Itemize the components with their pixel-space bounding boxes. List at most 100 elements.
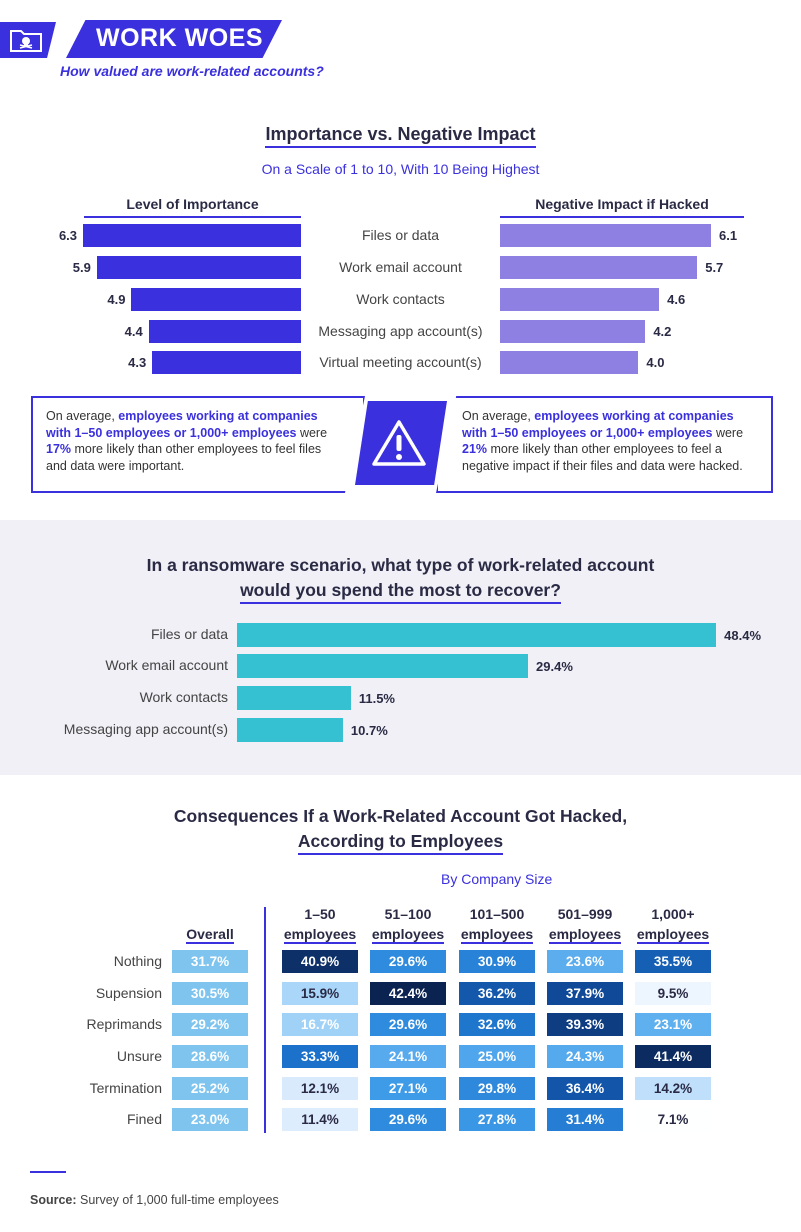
company-size-header-l2: employees xyxy=(364,926,452,944)
heatmap-cell: 36.2% xyxy=(459,982,535,1005)
overall-header: Overall xyxy=(186,926,234,944)
callout-right-frame xyxy=(436,396,773,493)
heatmap-cell: 37.9% xyxy=(547,982,623,1005)
ransom-category-label: Work contacts xyxy=(139,689,228,705)
footer-rule xyxy=(30,1171,66,1173)
impact-value: 4.2 xyxy=(653,324,672,339)
consequence-row-label: Termination xyxy=(89,1080,162,1096)
heatmap-cell: 29.6% xyxy=(370,1108,446,1131)
company-size-header-l2: employees xyxy=(541,926,629,944)
company-size-header-l2: employees xyxy=(453,926,541,944)
heatmap-cell: 33.3% xyxy=(282,1045,358,1068)
section1-subtitle: On a Scale of 1 to 10, With 10 Being Hig… xyxy=(261,161,540,177)
heatmap-cell: 39.3% xyxy=(547,1013,623,1036)
heatmap-cell: 9.5% xyxy=(635,982,711,1005)
impact-bar xyxy=(500,288,660,311)
consequence-row-label: Reprimands xyxy=(86,1016,162,1032)
heatmap-cell: 41.4% xyxy=(635,1045,711,1068)
company-size-header-l1: 1,000+ xyxy=(651,906,695,922)
importance-value: 6.3 xyxy=(58,228,78,243)
source-note: Source: Survey of 1,000 full-time employ… xyxy=(30,1193,279,1207)
heatmap-cell: 25.0% xyxy=(459,1045,535,1068)
heatmap-cell: 11.4% xyxy=(282,1108,358,1131)
importance-bar xyxy=(131,288,301,311)
company-size-header-l1: 501–999 xyxy=(557,906,613,922)
ransom-bar xyxy=(237,623,717,647)
callout-left-frame xyxy=(31,396,365,493)
section2-title: In a ransomware scenario, what type of w… xyxy=(0,553,801,604)
heatmap-cell: 42.4% xyxy=(370,982,446,1005)
ransomware-section-bg xyxy=(0,520,801,775)
page-title: WORK WOES xyxy=(96,24,263,52)
company-size-header-text: employees xyxy=(636,926,710,944)
impact-bar xyxy=(500,224,712,247)
heatmap-cell: 14.2% xyxy=(635,1077,711,1100)
impact-value: 6.1 xyxy=(719,228,738,243)
callout-right: On average, employees working at compani… xyxy=(462,409,744,473)
importance-value: 4.4 xyxy=(124,324,143,339)
ransom-value: 10.7% xyxy=(350,723,388,738)
ransom-value: 48.4% xyxy=(724,628,762,643)
folder-skull-icon xyxy=(10,30,42,52)
ransom-bar xyxy=(237,718,343,742)
company-size-header-l2: employees xyxy=(276,926,364,944)
heatmap-cell: 30.9% xyxy=(459,950,535,973)
importance-bar xyxy=(152,351,301,374)
heatmap-cell: 30.5% xyxy=(172,982,248,1005)
heatmap-cell: 25.2% xyxy=(172,1077,248,1100)
heatmap-cell: 35.5% xyxy=(635,950,711,973)
importance-bar xyxy=(148,320,301,343)
heatmap-cell: 24.3% xyxy=(547,1045,623,1068)
ransom-bar xyxy=(237,654,529,678)
callout-left: On average, employees working at compani… xyxy=(46,409,328,473)
impact-bar xyxy=(500,351,639,374)
importance-value: 4.3 xyxy=(128,355,147,370)
section1-title: Importance vs. Negative Impact xyxy=(0,124,801,148)
importance-bar xyxy=(96,256,301,279)
impact-value: 5.7 xyxy=(705,260,724,275)
importance-bar xyxy=(83,224,301,247)
heatmap-cell: 29.6% xyxy=(370,950,446,973)
heatmap-cell: 36.4% xyxy=(547,1077,623,1100)
ransom-category-label: Files or data xyxy=(150,626,228,642)
company-size-header-text: employees xyxy=(460,926,534,944)
impact-value: 4.6 xyxy=(667,292,686,307)
ransom-category-label: Work email account xyxy=(105,657,228,673)
impact-header: Negative Impact if Hacked xyxy=(500,196,744,218)
heatmap-cell: 23.0% xyxy=(172,1108,248,1131)
company-size-header-l2: employees xyxy=(629,926,717,944)
consequence-row-label: Unsure xyxy=(116,1048,162,1064)
consequence-row-label: Fined xyxy=(126,1111,162,1127)
impact-value: 4.0 xyxy=(646,355,665,370)
impact-bar xyxy=(500,320,646,343)
by-company-size-label: By Company Size xyxy=(441,871,553,887)
ransom-value: 29.4% xyxy=(536,659,573,674)
company-size-header-l1: 101–500 xyxy=(469,906,525,922)
heatmap-cell: 23.1% xyxy=(635,1013,711,1036)
category-label: Messaging app account(s) xyxy=(318,323,483,339)
importance-header: Level of Importance xyxy=(84,196,301,218)
heatmap-cell: 16.7% xyxy=(282,1013,358,1036)
impact-bar xyxy=(500,256,698,279)
heatmap-cell: 15.9% xyxy=(282,982,358,1005)
ransom-value: 11.5% xyxy=(358,691,395,706)
table-divider xyxy=(264,907,266,1133)
ransom-category-label: Messaging app account(s) xyxy=(63,721,228,737)
company-size-header-l1: 1–50 xyxy=(304,906,336,922)
heatmap-cell: 29.8% xyxy=(459,1077,535,1100)
heatmap-cell: 32.6% xyxy=(459,1013,535,1036)
category-label: Work contacts xyxy=(356,291,445,307)
consequence-row-label: Supension xyxy=(95,985,162,1001)
ransom-bar xyxy=(237,686,351,710)
category-label: Files or data xyxy=(361,227,440,243)
section3-title: Consequences If a Work-Related Account G… xyxy=(0,804,801,855)
company-size-header-text: employees xyxy=(548,926,622,944)
heatmap-cell: 27.8% xyxy=(459,1108,535,1131)
heatmap-cell: 40.9% xyxy=(282,950,358,973)
heatmap-cell: 29.6% xyxy=(370,1013,446,1036)
importance-value: 5.9 xyxy=(72,260,91,275)
heatmap-cell: 31.4% xyxy=(547,1108,623,1131)
company-size-header-text: employees xyxy=(371,926,445,944)
heatmap-cell: 24.1% xyxy=(370,1045,446,1068)
category-label: Virtual meeting account(s) xyxy=(319,354,482,370)
